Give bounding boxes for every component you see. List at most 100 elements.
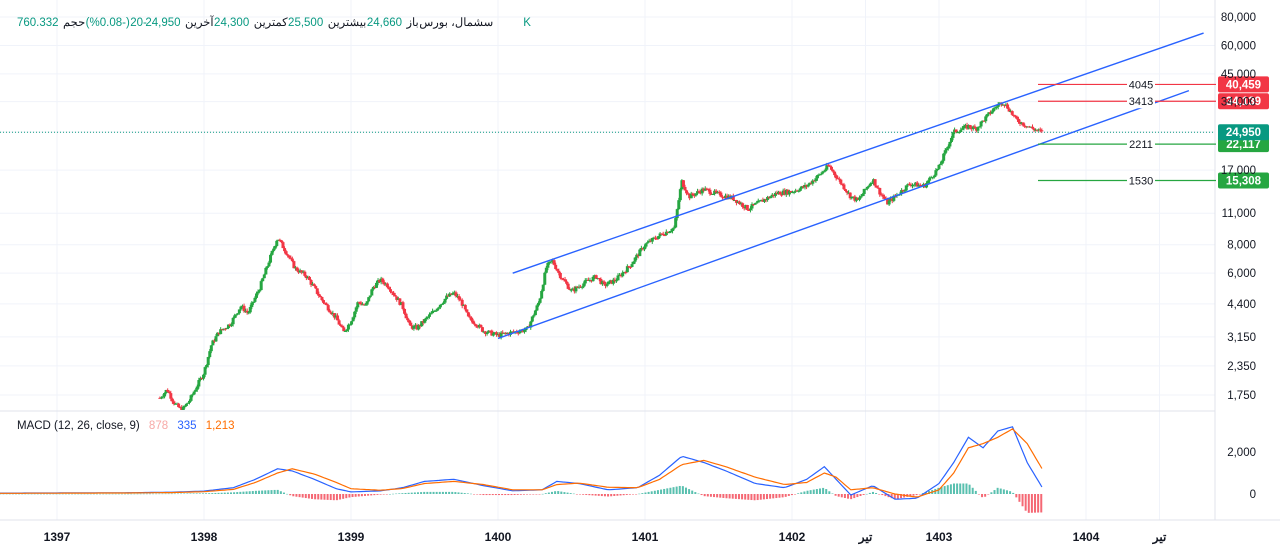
candle-body [512, 331, 516, 333]
candle-body [255, 293, 259, 298]
candle-body [968, 125, 972, 128]
open-label: باز [405, 16, 418, 29]
candle-body [784, 189, 788, 195]
candle-body [586, 279, 590, 281]
macd-hist-bar [871, 491, 874, 494]
candle-body [389, 289, 393, 292]
candle-body [336, 315, 340, 321]
candle-body [300, 270, 304, 273]
candle-body [890, 198, 894, 201]
candle-body [652, 237, 656, 239]
candle-body [231, 317, 235, 325]
candle-body [580, 286, 584, 288]
candle-body [901, 190, 905, 192]
macd-hist-bar [775, 494, 778, 499]
candle-body [569, 289, 573, 291]
macd-hist-bar [43, 493, 46, 495]
macd-axis[interactable]: 2,000 0 [1227, 447, 1256, 501]
candle-body [399, 302, 403, 305]
candle-body [574, 286, 578, 292]
candle-body [862, 188, 866, 194]
candle-body [604, 283, 608, 286]
candle-body [591, 276, 595, 282]
candle-body [575, 286, 579, 288]
macd-hist-bar [856, 494, 859, 498]
candle-body [738, 201, 742, 205]
candle-body [767, 196, 771, 199]
macd-hist-bar [223, 492, 226, 494]
candle-body [435, 308, 439, 311]
candle-body [445, 295, 449, 299]
macd-hist-bar [731, 494, 734, 499]
candle-body [984, 116, 988, 122]
macd-hist-bar [379, 494, 382, 495]
macd-hist-bar [575, 494, 578, 495]
macd-hist-bar [267, 490, 270, 494]
macd-hist-bar [734, 494, 737, 499]
candle-body [466, 312, 470, 317]
candle-body [706, 188, 710, 190]
signal-line [0, 428, 1043, 498]
macd-hist-bar [111, 493, 114, 495]
candle-body [348, 324, 352, 326]
candle-body [815, 175, 819, 179]
candle-body [939, 163, 943, 165]
macd-hist-bar [962, 483, 965, 494]
candle-body [295, 267, 299, 271]
macd-hist-bar [921, 493, 924, 494]
candle-body [463, 304, 467, 310]
price-tick-1: 60,000 [1221, 40, 1256, 52]
macd-hist-bar [663, 488, 666, 494]
macd-hist-bar [722, 494, 725, 498]
low-value: 24,300 [214, 17, 249, 29]
candle-body [175, 403, 179, 405]
price-axis[interactable]: 80,00060,00045,00034,00025,00017,00011,0… [1218, 12, 1269, 402]
candle-body [482, 331, 486, 333]
macd-hist-bar [597, 494, 600, 496]
candle-body [385, 283, 389, 288]
macd-hist-bar [853, 494, 856, 499]
macd-hist-bar [519, 494, 522, 495]
macd-hist-bar [242, 491, 245, 494]
macd-hist-bar [974, 490, 977, 494]
candle-body [725, 195, 729, 200]
candle-body [661, 233, 665, 236]
macd-hist-bar [526, 494, 529, 495]
channel-upper-line[interactable] [512, 32, 1204, 274]
macd-hist-bar [778, 494, 781, 498]
macd-hist-bar [766, 494, 769, 500]
macd-hist-bar [579, 494, 582, 495]
candle-body [833, 171, 837, 176]
candle-body [443, 298, 447, 303]
macd-hist-bar [812, 489, 815, 494]
macd-hist-bar [83, 493, 86, 495]
candle-body [822, 171, 826, 173]
macd-hist-bar [865, 493, 868, 495]
close-label: آخرین [185, 14, 214, 29]
close-value: 24,950 [145, 17, 180, 29]
candle-body [929, 177, 933, 179]
candle-body [211, 340, 215, 346]
candle-body [671, 228, 675, 232]
candle-body [357, 302, 361, 304]
candle-body [328, 310, 332, 313]
macd-hist-bar [198, 493, 201, 494]
candle-body [733, 199, 737, 201]
macd-hist-bar [136, 493, 139, 495]
channel-lower-line[interactable] [497, 89, 1190, 340]
macd-hist-bar [684, 487, 687, 494]
candle-body [689, 193, 693, 199]
macd-hist-bar [756, 494, 759, 501]
candle-body [373, 286, 377, 288]
macd-hist-bar [367, 494, 370, 496]
macd-hist-bar [258, 490, 261, 494]
candle-body [396, 298, 400, 300]
candle-body [675, 209, 679, 219]
candle-body [323, 302, 327, 304]
macd-hist-bar [435, 491, 438, 494]
candle-body [982, 120, 986, 122]
macd-hist-bar [77, 493, 80, 495]
candle-body [681, 180, 685, 187]
candle-body [474, 324, 478, 327]
time-axis[interactable]: 1397 1398 1399 1400 1401 1402 تیر 1403 1404 تیر [44, 530, 1167, 545]
